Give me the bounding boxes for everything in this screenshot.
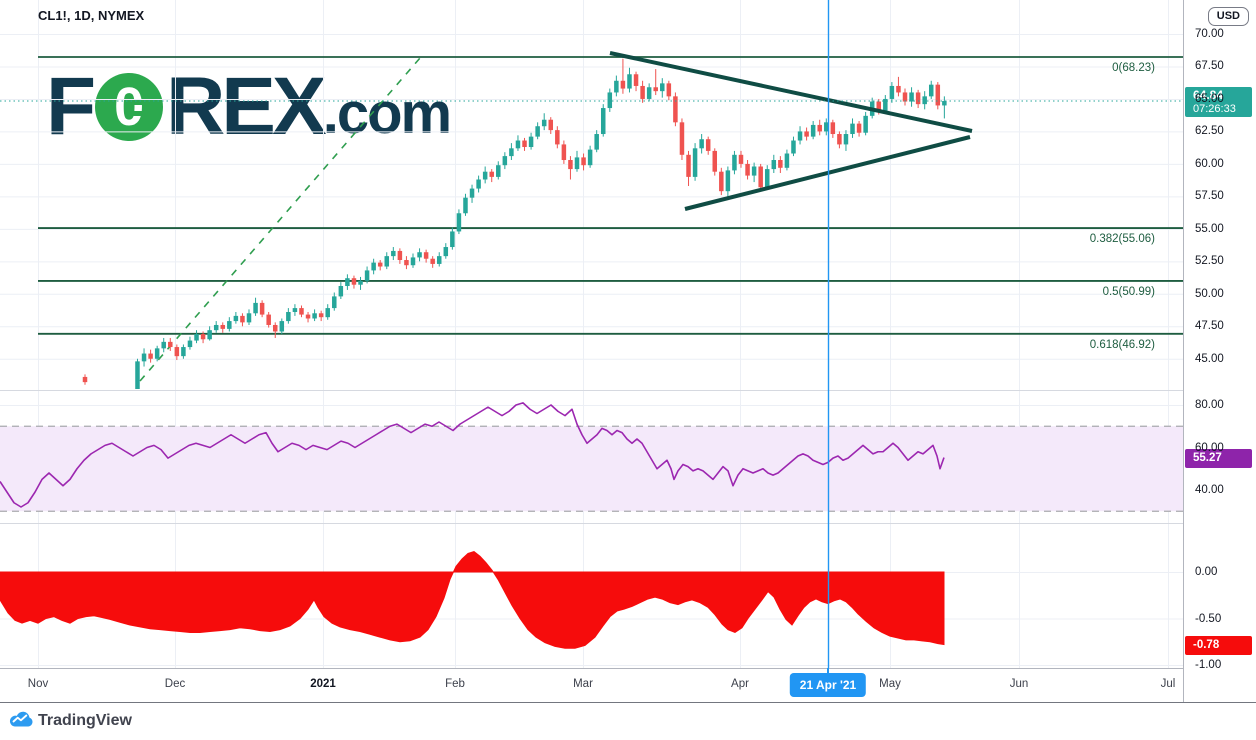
fib-level-label: 0.5(50.99) — [1103, 286, 1156, 298]
selected-date-badge: 21 Apr '21 — [789, 673, 867, 697]
axis-bottom-divider — [0, 702, 1256, 703]
candles-layer[interactable] — [82, 58, 947, 390]
forex-logo-watermark: F 0 REX .com — [46, 61, 452, 152]
last-price-value: 64.84 — [1193, 88, 1224, 103]
time-axis-label: Apr — [731, 678, 749, 690]
fib-retracement[interactable]: 0(68.23) 0.382(55.06) 0.5(50.99) 0.618(46.9… — [38, 56, 1183, 351]
currency-usd-button[interactable]: USD — [1207, 7, 1249, 26]
spread-axis-tick: -1.00 — [1195, 659, 1222, 671]
rsi-line[interactable] — [0, 402, 945, 508]
time-axis-label: Jul — [1160, 678, 1176, 690]
chart-canvas[interactable]: 0(68.23) 0.382(55.06) 0.5(50.99) 0.618(46.9… — [0, 0, 1183, 668]
price-axis-tick: 65.00 — [1195, 92, 1224, 105]
forex-logo-letter-f: F — [46, 61, 96, 152]
time-axis[interactable]: 21 Apr '21 Nov Dec 2021 Feb Mar Apr May Jun Jul — [0, 668, 1183, 702]
fib-level-label: 0.618(46.92) — [1090, 339, 1155, 351]
time-axis-label: Dec — [164, 678, 186, 690]
price-axis-tick: 57.50 — [1195, 190, 1224, 203]
event-line-tick — [827, 668, 829, 673]
forex-logo-o-icon: 0 — [95, 73, 164, 141]
chart-plot-area[interactable]: F 0 REX .com 0(68.23) 0.382(55.06) 0.5(50.… — [0, 0, 1183, 668]
forex-logo-tick — [132, 100, 155, 105]
rsi-axis-tick: 60.00 — [1195, 441, 1224, 454]
spread-value-badge: -0.78 — [1185, 635, 1252, 655]
forex-logo-dotcom: .com — [322, 81, 452, 146]
countdown-timer: 07:26:33 — [1193, 102, 1236, 115]
price-axis-tick: 67.50 — [1195, 60, 1224, 73]
price-axis-tick: 52.50 — [1195, 255, 1224, 268]
footer: TradingView — [0, 703, 1256, 740]
triangle-pattern-drawing[interactable] — [609, 51, 973, 211]
price-axis-tick: 55.00 — [1195, 222, 1224, 235]
tradingview-brand-label[interactable]: TradingView — [38, 712, 132, 729]
rsi-axis-tick: 80.00 — [1195, 399, 1224, 411]
spread-axis-tick: -0.50 — [1195, 612, 1222, 625]
rsi-axis-tick: 40.00 — [1195, 484, 1224, 496]
time-axis-label: Mar — [573, 678, 593, 690]
price-axis-tick: 70.00 — [1195, 28, 1224, 40]
price-axis-tick: 45.00 — [1195, 352, 1224, 365]
forex-logo-tick — [132, 111, 155, 116]
price-axis-tick: 62.50 — [1195, 125, 1224, 138]
forex-logo-letters-rex: REX — [166, 61, 327, 152]
price-axis-tick: 47.50 — [1195, 320, 1224, 333]
fib-level-label: 0.382(55.06) — [1090, 233, 1155, 245]
spread-area[interactable] — [0, 550, 945, 649]
symbol-title[interactable]: CL1!, 1D, NYMEX — [38, 8, 145, 23]
dashed-trendline[interactable] — [139, 57, 421, 382]
price-axis[interactable]: USD 64.84 07:26:33 55.27 -0.78 70.00 67.5… — [1183, 0, 1256, 702]
rsi-value-badge: 55.27 — [1185, 448, 1252, 468]
time-axis-label: Feb — [445, 678, 465, 690]
time-axis-label: Jun — [1009, 678, 1029, 690]
time-axis-label: 2021 — [310, 678, 336, 690]
spread-axis-tick: 0.00 — [1195, 566, 1218, 578]
price-axis-tick: 60.00 — [1195, 157, 1224, 170]
last-price-badge: 64.84 07:26:33 — [1185, 87, 1252, 118]
tradingview-logo-icon[interactable] — [8, 710, 34, 734]
time-axis-label: May — [879, 678, 901, 690]
fib-level-label: 0(68.23) — [1112, 62, 1155, 74]
time-axis-label: Nov — [27, 678, 49, 690]
price-axis-tick: 50.00 — [1195, 287, 1224, 300]
